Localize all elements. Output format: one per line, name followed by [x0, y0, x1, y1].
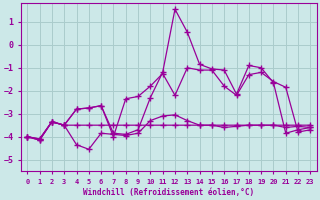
X-axis label: Windchill (Refroidissement éolien,°C): Windchill (Refroidissement éolien,°C) [83, 188, 254, 197]
